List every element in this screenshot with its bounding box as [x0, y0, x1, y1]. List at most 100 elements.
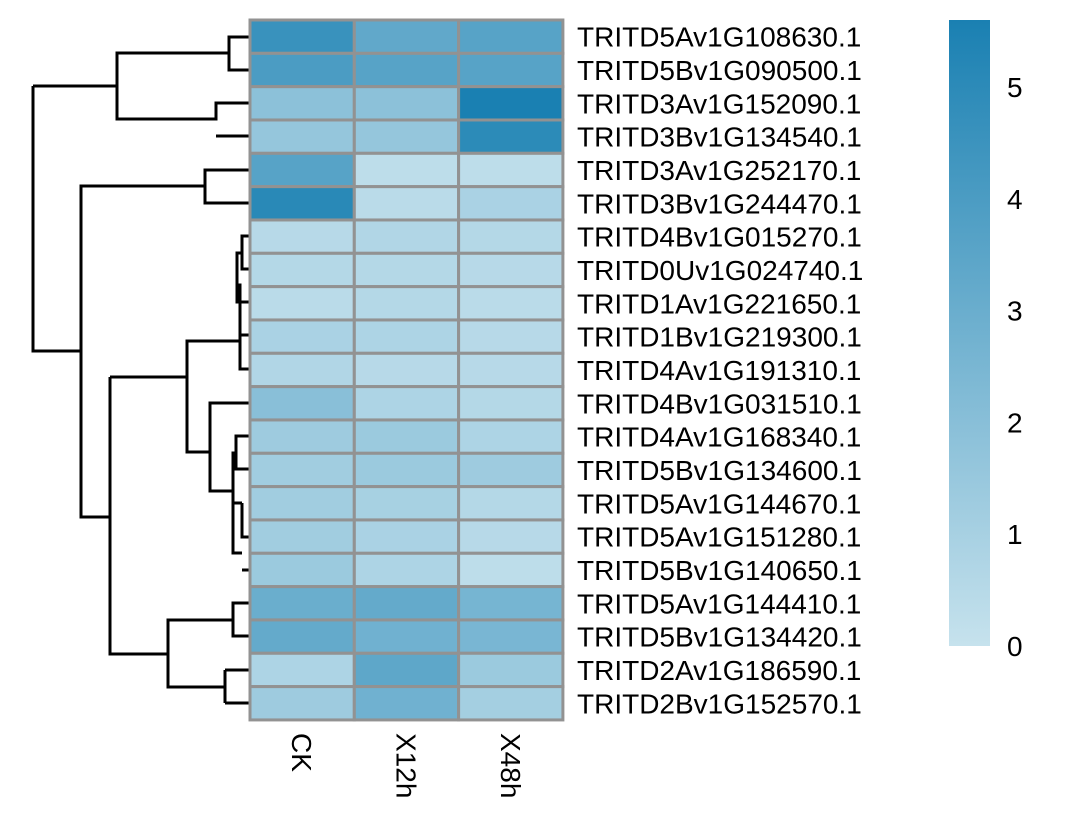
- legend-tick-label: 2: [1007, 407, 1023, 438]
- row-label: TRITD4Bv1G031510.1: [577, 388, 862, 419]
- row-label: TRITD5Bv1G140650.1: [577, 555, 862, 586]
- heatmap-cell: [248, 651, 356, 689]
- heatmap-cell: [248, 318, 356, 355]
- heatmap-cell: [248, 451, 356, 489]
- heatmap-cell: [248, 85, 356, 122]
- heatmap-cell: [352, 318, 461, 355]
- heatmap-cell: [248, 118, 356, 155]
- heatmap-cell: [352, 151, 461, 189]
- heatmap-cell: [457, 185, 565, 222]
- heatmap-cell: [352, 651, 461, 689]
- row-labels: TRITD5Av1G108630.1TRITD5Bv1G090500.1TRIT…: [577, 22, 863, 720]
- heatmap-cell: [248, 485, 356, 522]
- row-label: TRITD1Av1G221650.1: [577, 288, 861, 319]
- heatmap-cell: [352, 351, 461, 389]
- column-labels: CK X12h X48h: [286, 733, 526, 798]
- heatmap-cell: [248, 551, 356, 589]
- heatmap-cell: [352, 218, 461, 255]
- column-label: CK: [286, 733, 317, 772]
- heatmap-cell: [352, 51, 461, 89]
- row-label: TRITD3Bv1G134540.1: [577, 122, 862, 153]
- row-label: TRITD2Bv1G152570.1: [577, 688, 862, 719]
- heatmap-cell: [248, 151, 356, 189]
- heatmap-cell: [352, 118, 461, 155]
- heatmap-cell: [457, 318, 565, 355]
- row-label: TRITD5Bv1G134600.1: [577, 455, 862, 486]
- row-label: TRITD0Uv1G024740.1: [577, 255, 863, 286]
- heatmap-cell: [352, 251, 461, 289]
- heatmap-cell: [352, 418, 461, 455]
- heatmap-cell: [457, 585, 565, 622]
- heatmap-cell: [352, 585, 461, 622]
- row-label: TRITD2Av1G186590.1: [577, 655, 861, 686]
- heatmap-cell: [457, 118, 565, 155]
- heatmap-cell: [248, 351, 356, 389]
- heatmap-cell: [352, 85, 461, 122]
- row-label: TRITD4Bv1G015270.1: [577, 222, 862, 253]
- heatmap-cell: [352, 451, 461, 489]
- heatmap-cell: [352, 551, 461, 589]
- color-legend: 0 1 2 3 4 5: [949, 20, 1023, 662]
- heatmap-cell: [457, 285, 565, 322]
- heatmap-cell: [352, 685, 461, 722]
- dendrogram-branch: [31, 35, 252, 705]
- heatmap-cell: [457, 18, 565, 55]
- heatmap-cell: [248, 51, 356, 89]
- legend-ticks: 0 1 2 3 4 5: [1007, 72, 1023, 662]
- legend-tick-label: 1: [1007, 519, 1023, 550]
- legend-tick-label: 0: [1007, 631, 1023, 662]
- legend-color-bar: [949, 20, 990, 646]
- heatmap-cell: [248, 185, 356, 222]
- row-label: TRITD5Av1G151280.1: [577, 522, 861, 553]
- row-dendrogram: [31, 35, 252, 705]
- row-label: TRITD5Av1G144670.1: [577, 488, 861, 519]
- heatmap-cell: [352, 385, 461, 422]
- heatmap-cell: [248, 418, 356, 455]
- heatmap-cell: [457, 551, 565, 589]
- row-label: TRITD3Av1G252170.1: [577, 155, 861, 186]
- heatmap-cell: [457, 685, 565, 722]
- heatmap-cell: [248, 585, 356, 622]
- heatmap-cell: [457, 151, 565, 189]
- heatmap-cell: [248, 685, 356, 722]
- heatmap-cells: [248, 18, 565, 722]
- heatmap-cell: [248, 385, 356, 422]
- row-label: TRITD3Av1G152090.1: [577, 88, 861, 119]
- row-label: TRITD1Bv1G219300.1: [577, 322, 862, 353]
- heatmap-cell: [352, 285, 461, 322]
- row-label: TRITD5Av1G108630.1: [577, 22, 861, 53]
- heatmap-cell: [352, 618, 461, 655]
- row-label: TRITD3Bv1G244470.1: [577, 188, 862, 219]
- legend-tick-label: 3: [1007, 296, 1023, 327]
- heatmap-cell: [457, 385, 565, 422]
- heatmap-cell: [457, 251, 565, 289]
- row-label: TRITD5Av1G144410.1: [577, 588, 861, 619]
- row-label: TRITD4Av1G168340.1: [577, 422, 861, 453]
- heatmap-cell: [248, 618, 356, 655]
- heatmap-cell: [457, 518, 565, 555]
- legend-tick-label: 4: [1007, 184, 1023, 215]
- heatmap-cell: [457, 618, 565, 655]
- legend-tick-label: 5: [1007, 72, 1023, 103]
- row-label: TRITD5Bv1G090500.1: [577, 55, 862, 86]
- column-label: X12h: [390, 733, 421, 798]
- heatmap-cell: [248, 285, 356, 322]
- row-label: TRITD4Av1G191310.1: [577, 355, 861, 386]
- row-label: TRITD5Bv1G134420.1: [577, 622, 862, 653]
- heatmap-cell: [457, 218, 565, 255]
- heatmap-cell: [457, 451, 565, 489]
- heatmap-cell: [457, 485, 565, 522]
- heatmap-cell: [352, 518, 461, 555]
- heatmap-cell: [457, 51, 565, 89]
- heatmap-cell: [352, 185, 461, 222]
- heatmap-cell: [457, 418, 565, 455]
- heatmap-cell: [457, 85, 565, 122]
- heatmap-cell: [352, 485, 461, 522]
- heatmap-cell: [248, 218, 356, 255]
- heatmap-cell: [457, 651, 565, 689]
- heatmap-cell: [248, 518, 356, 555]
- heatmap-cell: [248, 18, 356, 55]
- column-label: X48h: [495, 733, 526, 798]
- heatmap-cell: [352, 18, 461, 55]
